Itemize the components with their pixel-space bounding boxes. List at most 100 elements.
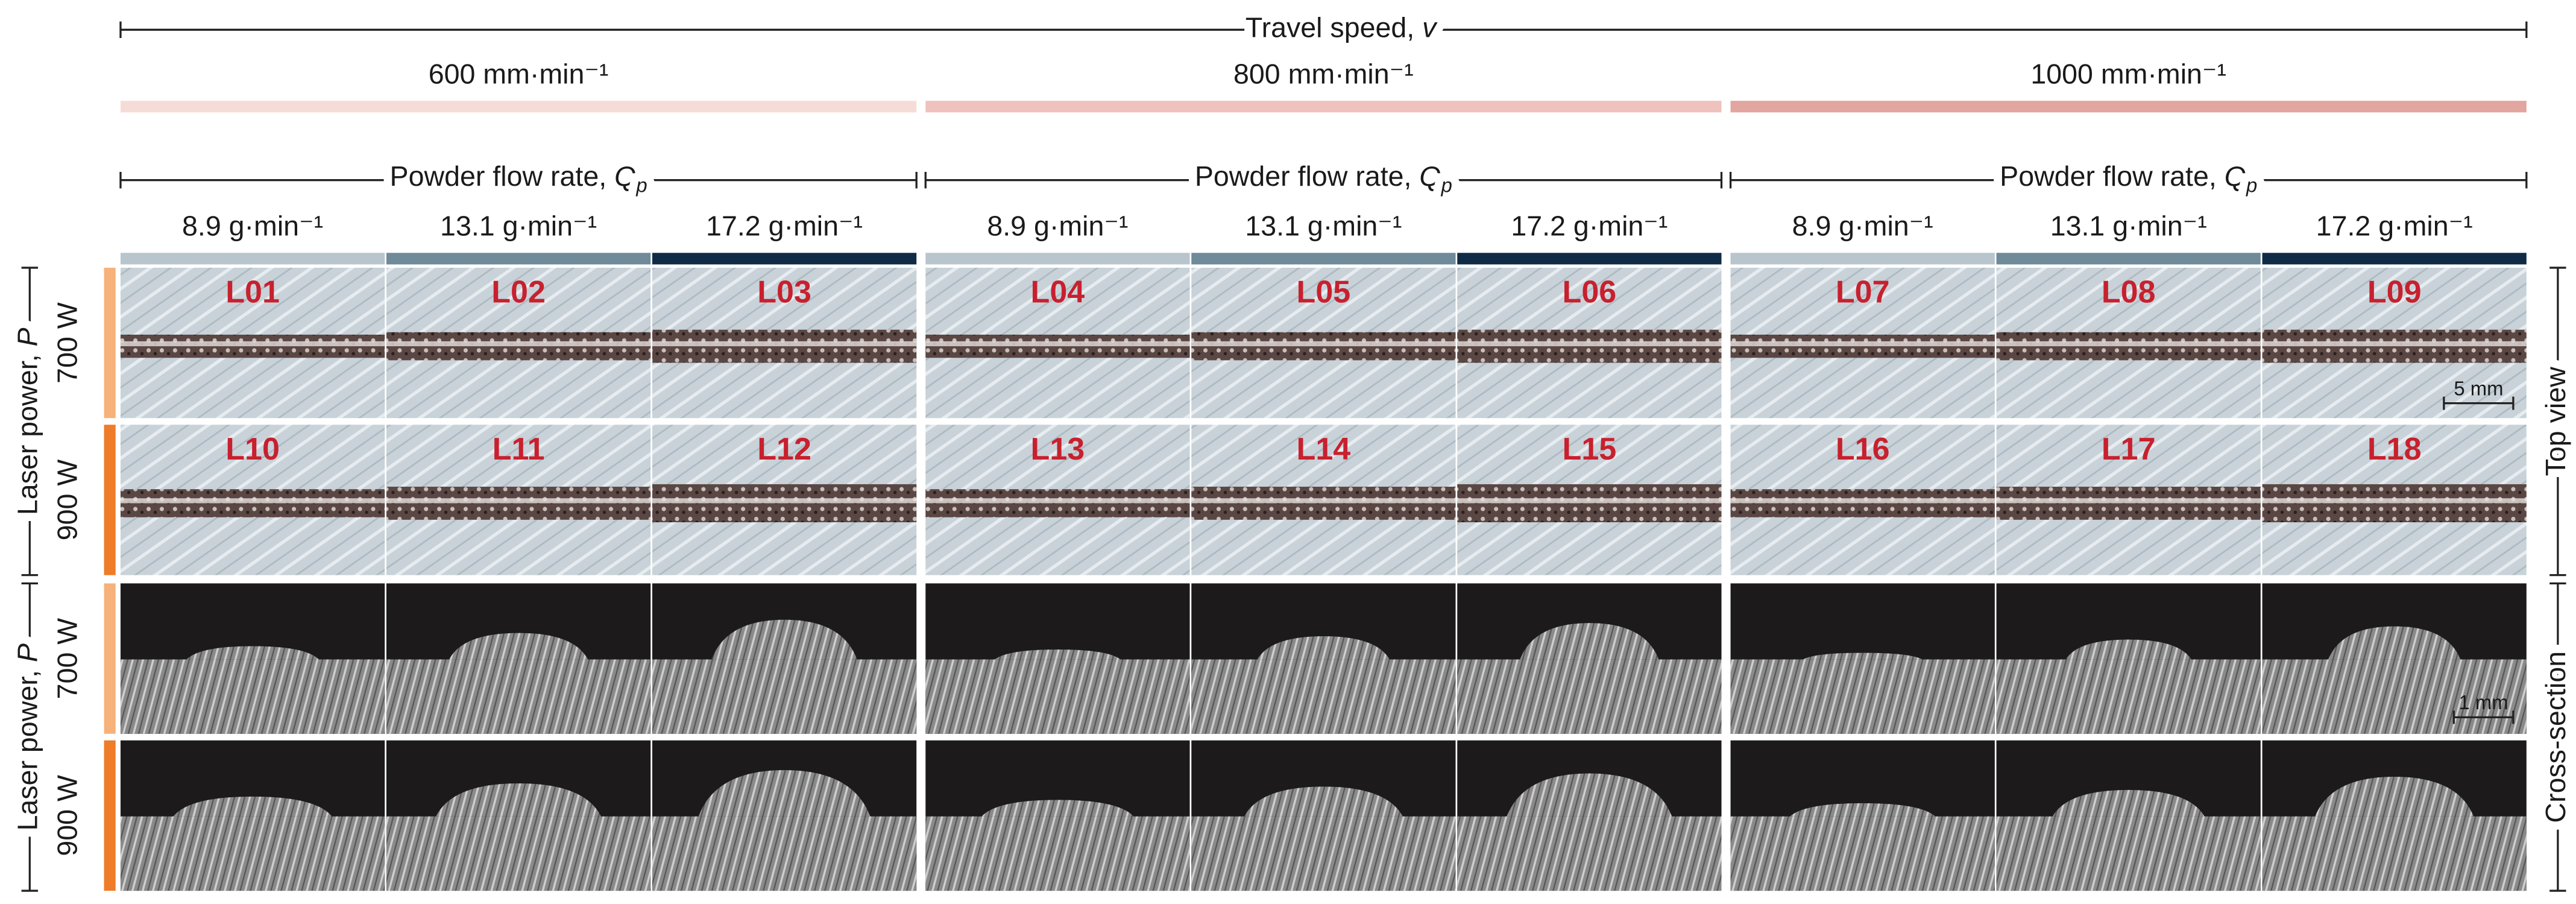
speed-bar (1730, 101, 2527, 113)
scale-bar-label: 5 mm (2454, 377, 2503, 399)
speed-label: 1000 mm·min⁻¹ (2030, 58, 2226, 89)
weld-center (1730, 498, 1995, 504)
weld-center (386, 498, 651, 504)
flow-rate-label: 17.2 g·min⁻¹ (1511, 210, 1667, 241)
cross-section-substrate (1996, 659, 2261, 734)
scale-bar-label: 1 mm (2459, 691, 2508, 713)
weld-center (386, 341, 651, 347)
clad-bead (995, 649, 1121, 660)
powder-flow-label: Powder flow rate, Qp (1195, 160, 1452, 196)
sample-id: L05 (1297, 275, 1351, 310)
powder-flow-label-part: Q (2225, 160, 2246, 192)
weld-track (1191, 487, 1456, 520)
travel-speed-label-part: v (1422, 12, 1438, 43)
power-bar (104, 583, 116, 734)
cross-section-substrate (386, 816, 651, 891)
clad-bead (2328, 626, 2461, 660)
weld-track (652, 329, 917, 363)
clad-bead (2052, 789, 2205, 817)
flow-rate-strip (925, 253, 1190, 265)
flow-rate-label: 13.1 g·min⁻¹ (1245, 210, 1402, 241)
power-bar (104, 267, 116, 419)
power-label: 900 W (51, 460, 83, 541)
weld-track (925, 489, 1190, 517)
speed-bar (925, 101, 1722, 113)
weld-center (1457, 341, 1722, 347)
flow-rate-label: 8.9 g·min⁻¹ (182, 210, 323, 241)
cross-section-substrate (1191, 816, 1456, 891)
powder-flow-label-part: Q (614, 160, 636, 192)
weld-center (1996, 341, 2261, 347)
clad-bead (711, 619, 857, 660)
flow-rate-strip (1191, 253, 1456, 265)
clad-bead (186, 646, 319, 660)
sample-id: L06 (1563, 275, 1617, 310)
weld-center (1191, 498, 1456, 504)
clad-bead (1244, 786, 1403, 817)
sample-id: L10 (225, 432, 280, 467)
clad-bead (2315, 776, 2474, 817)
laser-power-label: Laser power, P (12, 327, 43, 515)
flow-rate-label: 13.1 g·min⁻¹ (440, 210, 597, 241)
powder-flow-label-part: Q (1419, 160, 1441, 192)
weld-track (2262, 484, 2527, 522)
clad-bead (1507, 773, 1672, 817)
cross-section-substrate (1730, 816, 1995, 891)
weld-center (120, 341, 385, 347)
cross-section-substrate (925, 816, 1190, 891)
flow-rate-label: 17.2 g·min⁻¹ (2316, 210, 2473, 241)
clad-bead (1520, 623, 1659, 660)
powder-flow-label: Powder flow rate, Qp (2000, 160, 2257, 196)
flow-rate-label: 8.9 g·min⁻¹ (1792, 210, 1933, 241)
sample-id: L01 (225, 275, 280, 310)
view-label: Cross-section (2540, 651, 2571, 823)
clad-bead (1803, 653, 1923, 660)
flow-rate-strip (120, 253, 385, 265)
sample-id: L03 (757, 275, 811, 310)
sample-id: L18 (2367, 432, 2422, 467)
weld-center (1191, 341, 1456, 347)
weld-track (1457, 484, 1722, 522)
powder-flow-label-part: Powder flow rate, (1195, 160, 1420, 192)
weld-track (1996, 487, 2261, 520)
cross-section-substrate (652, 816, 917, 891)
clad-bead (698, 770, 871, 817)
laser-power-label-part: P (12, 643, 43, 662)
weld-center (652, 498, 917, 504)
laser-power-label-part: Laser power, (12, 347, 43, 516)
flow-rate-strip (386, 253, 651, 265)
cross-section-substrate (2262, 659, 2527, 734)
flow-rate-label: 13.1 g·min⁻¹ (2050, 210, 2207, 241)
cross-section-substrate (1457, 816, 1722, 891)
weld-track (1730, 489, 1995, 517)
flow-rate-strip (1730, 253, 1995, 265)
cross-section-substrate (925, 659, 1190, 734)
flow-rate-strip (1996, 253, 2261, 265)
flow-rate-strip (2262, 253, 2527, 265)
sample-id: L09 (2367, 275, 2422, 310)
sample-id: L16 (1836, 432, 1890, 467)
sample-id: L07 (1836, 275, 1890, 310)
cross-section-substrate (386, 659, 651, 734)
sample-id: L15 (1563, 432, 1617, 467)
weld-track (386, 487, 651, 520)
travel-speed-label: Travel speed, v (1245, 12, 1438, 43)
laser-power-label-part: P (12, 327, 43, 346)
sample-id: L17 (2102, 432, 2156, 467)
sample-id: L13 (1031, 432, 1085, 467)
view-label: Top view (2540, 367, 2571, 476)
powder-flow-label-part: Powder flow rate, (2000, 160, 2225, 192)
flow-rate-strip (652, 253, 917, 265)
sample-id: L08 (2102, 275, 2156, 310)
weld-center (2262, 341, 2527, 347)
power-label: 700 W (51, 302, 83, 384)
speed-label: 800 mm·min⁻¹ (1233, 58, 1414, 89)
clad-bead (449, 633, 588, 660)
travel-speed-label-part: Travel speed, (1245, 12, 1422, 43)
power-bar (104, 425, 116, 575)
powder-flow-label-part: p (635, 174, 647, 196)
weld-track (2262, 329, 2527, 363)
flow-rate-strip (1457, 253, 1722, 265)
weld-center (1996, 498, 2261, 504)
